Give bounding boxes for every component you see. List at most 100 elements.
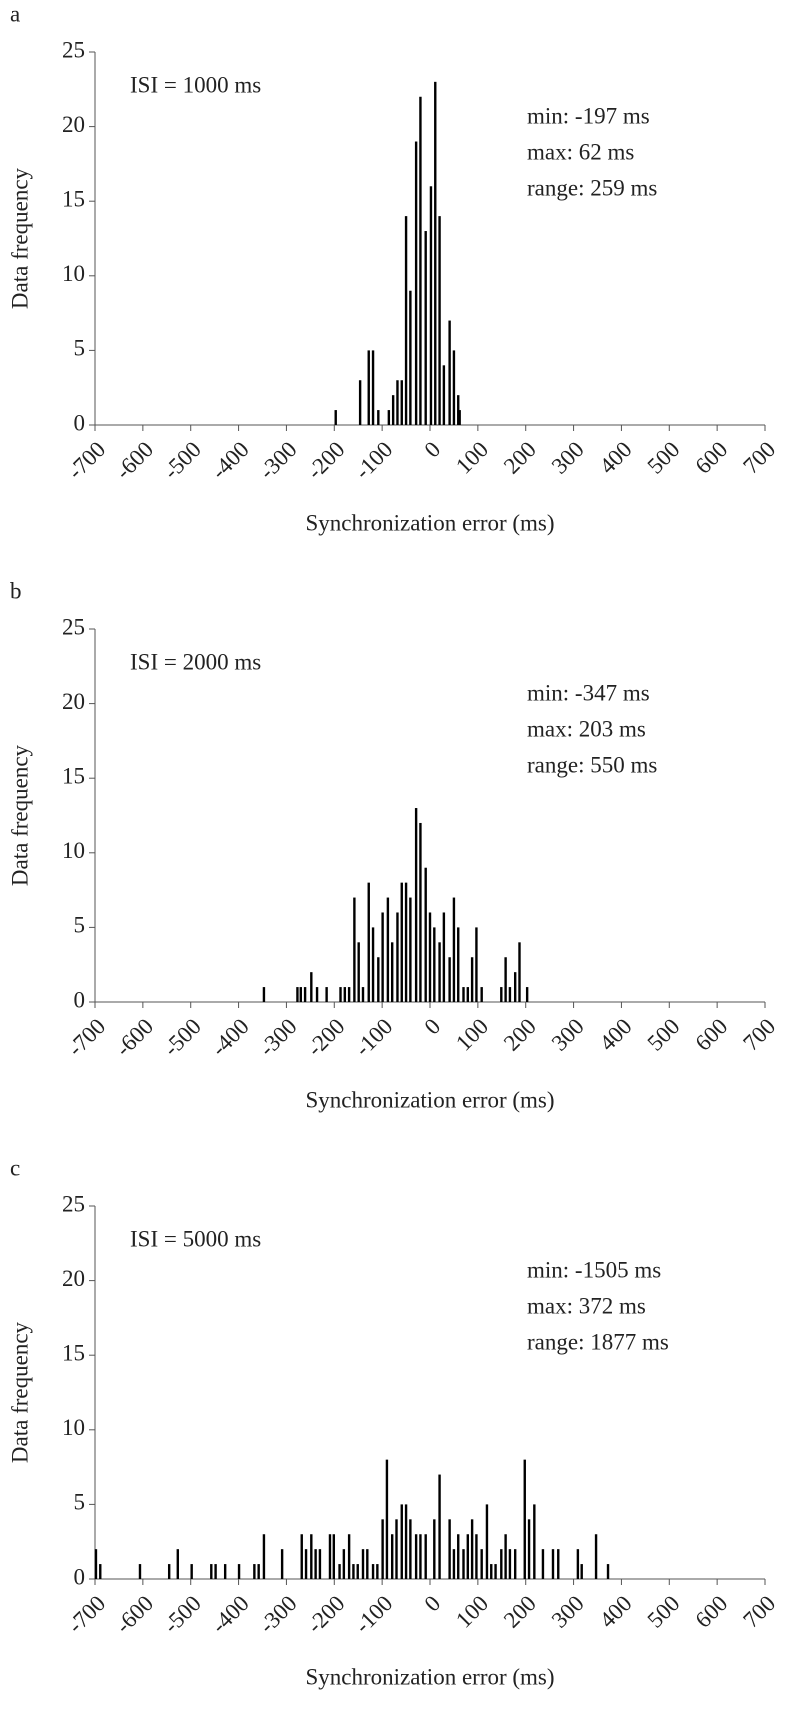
x-tick-label: 400 bbox=[595, 1014, 637, 1056]
stat-label: min: -1505 ms bbox=[527, 1257, 661, 1282]
bar bbox=[452, 1549, 456, 1579]
x-axis-label: Synchronization error (ms) bbox=[305, 1087, 554, 1112]
x-tick-label: 700 bbox=[738, 1014, 780, 1056]
bar bbox=[452, 350, 456, 425]
bar bbox=[385, 1459, 389, 1579]
bar bbox=[429, 186, 433, 425]
y-tick-label: 20 bbox=[62, 112, 85, 137]
bar bbox=[223, 1564, 227, 1579]
bar bbox=[606, 1564, 610, 1579]
bar bbox=[480, 987, 483, 1002]
bar bbox=[551, 1549, 555, 1579]
y-tick-label: 5 bbox=[74, 1490, 86, 1515]
x-tick-label: 700 bbox=[738, 1591, 780, 1633]
x-tick-label: 700 bbox=[738, 437, 780, 479]
bar bbox=[409, 1519, 412, 1579]
y-tick-label: 0 bbox=[74, 410, 86, 435]
x-tick-label: 600 bbox=[690, 1591, 732, 1633]
bar bbox=[214, 1564, 217, 1579]
bar bbox=[424, 1534, 427, 1579]
bar bbox=[304, 1549, 308, 1579]
bar bbox=[580, 1564, 583, 1579]
bar bbox=[325, 987, 328, 1002]
bar bbox=[138, 1564, 142, 1579]
bar bbox=[480, 1549, 483, 1579]
bar bbox=[504, 1534, 507, 1579]
x-tick-label: -300 bbox=[254, 1591, 301, 1638]
y-tick-label: 15 bbox=[62, 186, 85, 211]
bar bbox=[523, 1459, 526, 1579]
bar bbox=[395, 1519, 398, 1579]
bar bbox=[366, 1549, 369, 1579]
x-tick-label: -200 bbox=[302, 437, 349, 484]
bar bbox=[381, 912, 384, 1002]
bar bbox=[594, 1534, 598, 1579]
bar bbox=[361, 987, 365, 1002]
bar bbox=[387, 410, 391, 425]
bar bbox=[438, 1474, 441, 1579]
bar bbox=[210, 1564, 213, 1579]
bar bbox=[419, 822, 422, 1002]
x-tick-label: -700 bbox=[63, 437, 110, 484]
bar bbox=[557, 1549, 560, 1579]
x-tick-label: 100 bbox=[451, 1591, 493, 1633]
y-tick-label: 5 bbox=[74, 913, 86, 938]
bar bbox=[280, 1549, 284, 1579]
bar bbox=[353, 897, 356, 1002]
stat-label: range: 550 ms bbox=[527, 752, 657, 777]
bar bbox=[462, 987, 465, 1002]
bar bbox=[367, 350, 370, 425]
x-tick-label: 0 bbox=[419, 1014, 445, 1040]
x-tick-label: 500 bbox=[642, 1591, 684, 1633]
bar bbox=[371, 927, 375, 1002]
stat-label: min: -347 ms bbox=[527, 680, 650, 705]
bar bbox=[513, 1549, 517, 1579]
y-tick-label: 5 bbox=[74, 336, 86, 361]
x-tick-label: 100 bbox=[451, 1014, 493, 1056]
y-tick-label: 0 bbox=[74, 987, 86, 1012]
bar bbox=[343, 987, 347, 1002]
y-tick-label: 10 bbox=[62, 261, 85, 286]
x-tick-label: -100 bbox=[350, 1014, 397, 1061]
x-tick-label: -100 bbox=[350, 1591, 397, 1638]
bar bbox=[470, 1519, 474, 1579]
bar bbox=[377, 957, 380, 1002]
bar bbox=[414, 141, 418, 425]
bar bbox=[400, 882, 403, 1002]
bar bbox=[339, 987, 342, 1002]
bar bbox=[300, 1534, 303, 1579]
stat-label: max: 372 ms bbox=[527, 1293, 646, 1318]
bar bbox=[490, 1564, 493, 1579]
x-tick-label: -600 bbox=[111, 1014, 158, 1061]
bar bbox=[419, 96, 422, 425]
y-tick-label: 20 bbox=[62, 1266, 85, 1291]
bar bbox=[513, 972, 517, 1002]
x-tick-label: 300 bbox=[547, 437, 589, 479]
bar bbox=[396, 912, 399, 1002]
bar bbox=[466, 987, 470, 1002]
bar bbox=[237, 1564, 241, 1579]
x-tick-label: -400 bbox=[206, 1014, 253, 1061]
bar bbox=[356, 1564, 359, 1579]
x-tick-label: 200 bbox=[499, 1591, 541, 1633]
x-tick-label: -200 bbox=[302, 1591, 349, 1638]
bar bbox=[438, 942, 441, 1002]
bar bbox=[494, 1564, 497, 1579]
bar bbox=[404, 216, 408, 425]
x-tick-label: -700 bbox=[63, 1591, 110, 1638]
bar bbox=[457, 395, 460, 425]
bar bbox=[419, 1534, 422, 1579]
x-axis-label: Synchronization error (ms) bbox=[305, 510, 554, 535]
bar bbox=[452, 897, 456, 1002]
x-tick-label: 500 bbox=[642, 437, 684, 479]
bar bbox=[371, 350, 375, 425]
stat-label: max: 203 ms bbox=[527, 716, 646, 741]
panel-label: a bbox=[10, 1, 20, 26]
y-tick-label: 10 bbox=[62, 838, 85, 863]
bar bbox=[504, 957, 507, 1002]
bar bbox=[485, 1504, 489, 1579]
y-axis-label: Data frequency bbox=[7, 1321, 32, 1463]
bar bbox=[338, 1564, 341, 1579]
